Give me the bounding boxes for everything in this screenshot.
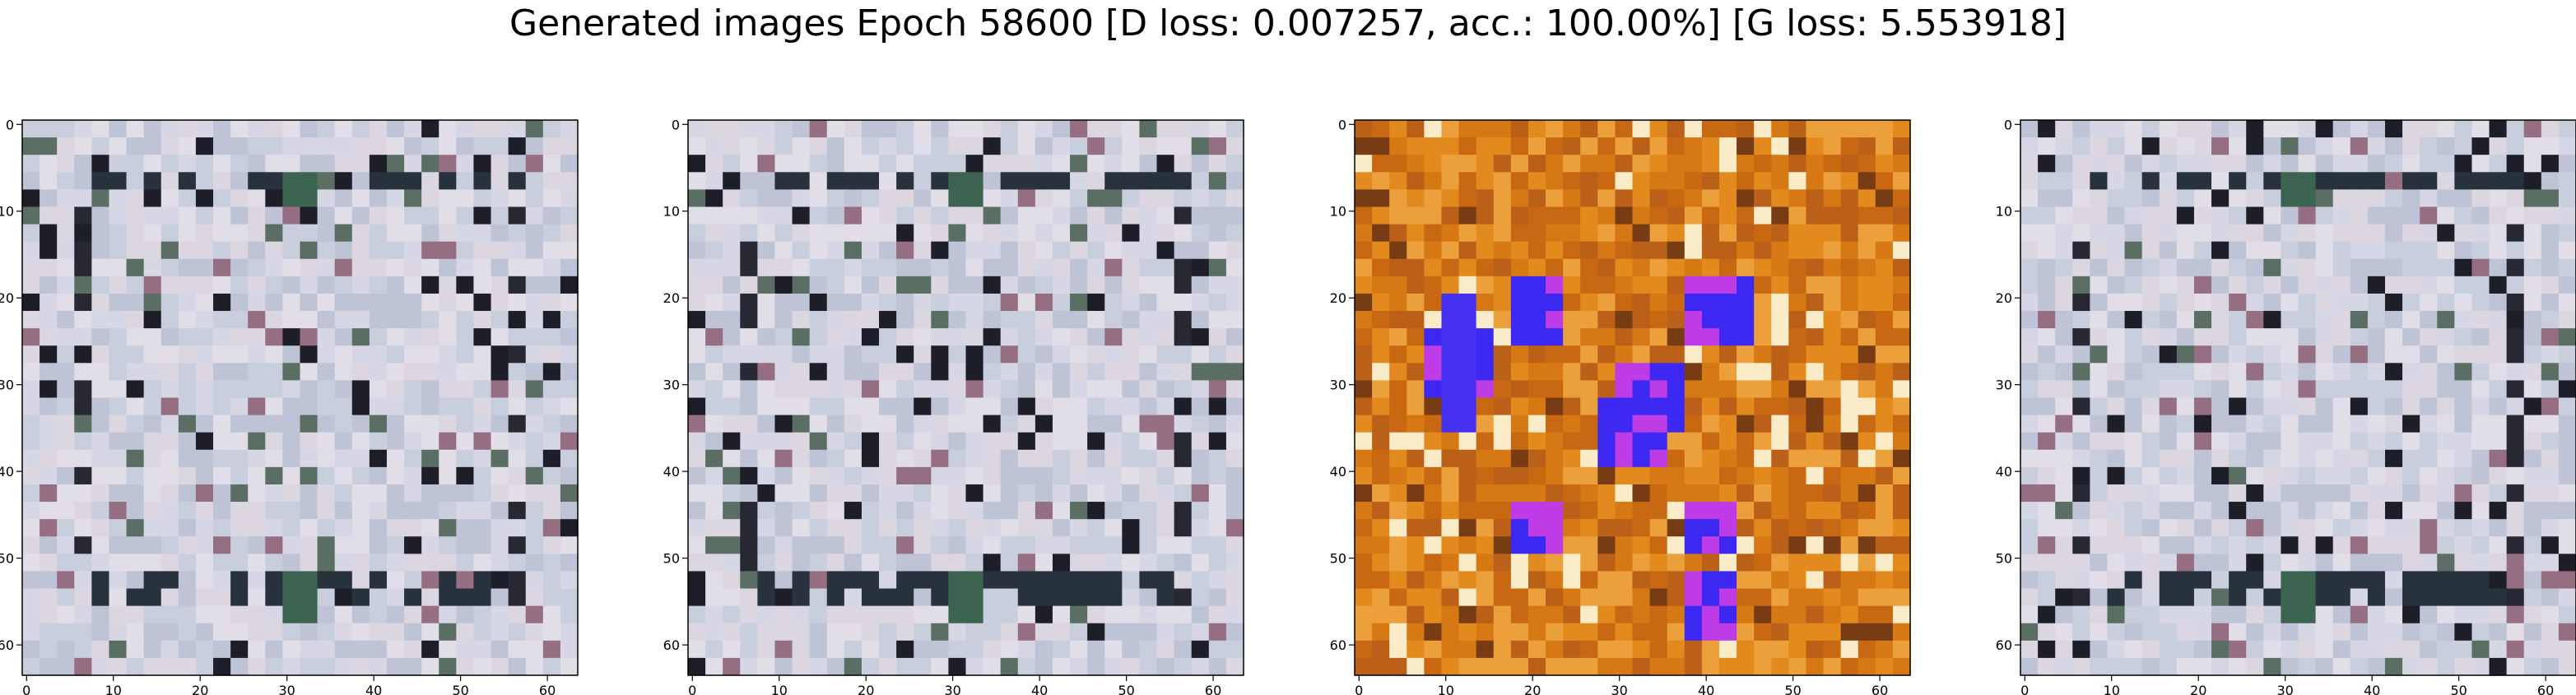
y-tick-label: 40 (0, 464, 14, 480)
y-tick-label: 0 (672, 117, 680, 132)
y-tick-label: 10 (1330, 204, 1346, 220)
x-tick-label: 60 (539, 683, 556, 695)
x-tick-label: 40 (2364, 683, 2380, 695)
y-tick-label: 10 (663, 204, 680, 220)
y-tick-label: 20 (1330, 290, 1346, 306)
x-tick-label: 50 (2450, 683, 2467, 695)
y-tick-label: 10 (0, 204, 14, 220)
x-tick-label: 10 (105, 683, 122, 695)
y-tick-label: 50 (1330, 551, 1346, 567)
image-panel-4: 0 10 20 30 40 50 60 0 10 20 30 40 50 60 (1996, 117, 2576, 695)
x-tick-label: 60 (2537, 683, 2554, 695)
x-tick-label: 60 (1205, 683, 1221, 695)
x-tick-label: 30 (2277, 683, 2294, 695)
figure-title: Generated images Epoch 58600 [D loss: 0.… (509, 2, 2067, 44)
x-tick-label: 10 (2104, 683, 2120, 695)
x-tick-label: 10 (1438, 683, 1454, 695)
x-tick-label: 0 (1355, 683, 1363, 695)
y-tick-label: 0 (1338, 117, 1346, 132)
x-tick-label: 30 (945, 683, 961, 695)
x-tick-label: 0 (688, 683, 696, 695)
image-panel-3: 0 10 20 30 40 50 60 0 10 20 30 40 50 60 (1330, 117, 1911, 695)
x-tick-label: 10 (771, 683, 788, 695)
x-tick-label: 20 (2190, 683, 2206, 695)
x-tick-label: 40 (1031, 683, 1048, 695)
x-tick-label: 60 (1872, 683, 1888, 695)
y-tick-label: 60 (0, 637, 14, 653)
y-tick-label: 0 (6, 117, 14, 132)
generated-sample-3-pixels (1355, 120, 1911, 676)
x-tick-label: 0 (22, 683, 30, 695)
x-tick-label: 0 (2020, 683, 2029, 695)
image-panel-1: 0 10 20 30 40 50 60 0 10 20 30 40 50 60 (0, 117, 579, 695)
y-tick-label: 40 (1996, 464, 2012, 480)
axes-frame (687, 119, 1244, 676)
x-tick-label: 20 (1524, 683, 1541, 695)
y-tick-label: 40 (663, 464, 680, 480)
generated-sample-2-pixels (688, 120, 1244, 676)
x-tick-label: 40 (365, 683, 382, 695)
y-tick-label: 10 (1996, 204, 2012, 220)
y-tick-label: 60 (1330, 637, 1346, 653)
y-tick-label: 40 (1330, 464, 1346, 480)
x-tick-label: 40 (1698, 683, 1714, 695)
y-tick-label: 60 (1996, 637, 2012, 653)
axes-frame (2020, 119, 2576, 676)
y-tick-label: 20 (0, 290, 14, 306)
x-tick-label: 50 (1784, 683, 1801, 695)
x-tick-label: 20 (192, 683, 208, 695)
y-tick-label: 30 (0, 378, 14, 393)
y-tick-label: 20 (663, 290, 680, 306)
x-tick-label: 30 (279, 683, 295, 695)
y-tick-label: 20 (1996, 290, 2012, 306)
axes-frame (21, 119, 579, 676)
generated-sample-1-pixels (22, 120, 579, 676)
y-tick-label: 50 (0, 551, 14, 567)
y-tick-label: 60 (663, 637, 680, 653)
y-tick-label: 0 (2004, 117, 2012, 132)
x-tick-label: 50 (452, 683, 468, 695)
y-tick-label: 30 (1330, 378, 1346, 393)
generated-sample-4-pixels (2020, 120, 2576, 676)
y-tick-label: 30 (1996, 378, 2012, 393)
x-tick-label: 30 (1611, 683, 1628, 695)
y-tick-label: 30 (663, 378, 680, 393)
axes-frame (1354, 119, 1911, 676)
x-tick-label: 50 (1118, 683, 1134, 695)
y-tick-label: 50 (1996, 551, 2012, 567)
x-tick-label: 20 (858, 683, 874, 695)
image-panel-2: 0 10 20 30 40 50 60 0 10 20 30 40 50 60 (663, 117, 1244, 695)
y-tick-label: 50 (663, 551, 680, 567)
